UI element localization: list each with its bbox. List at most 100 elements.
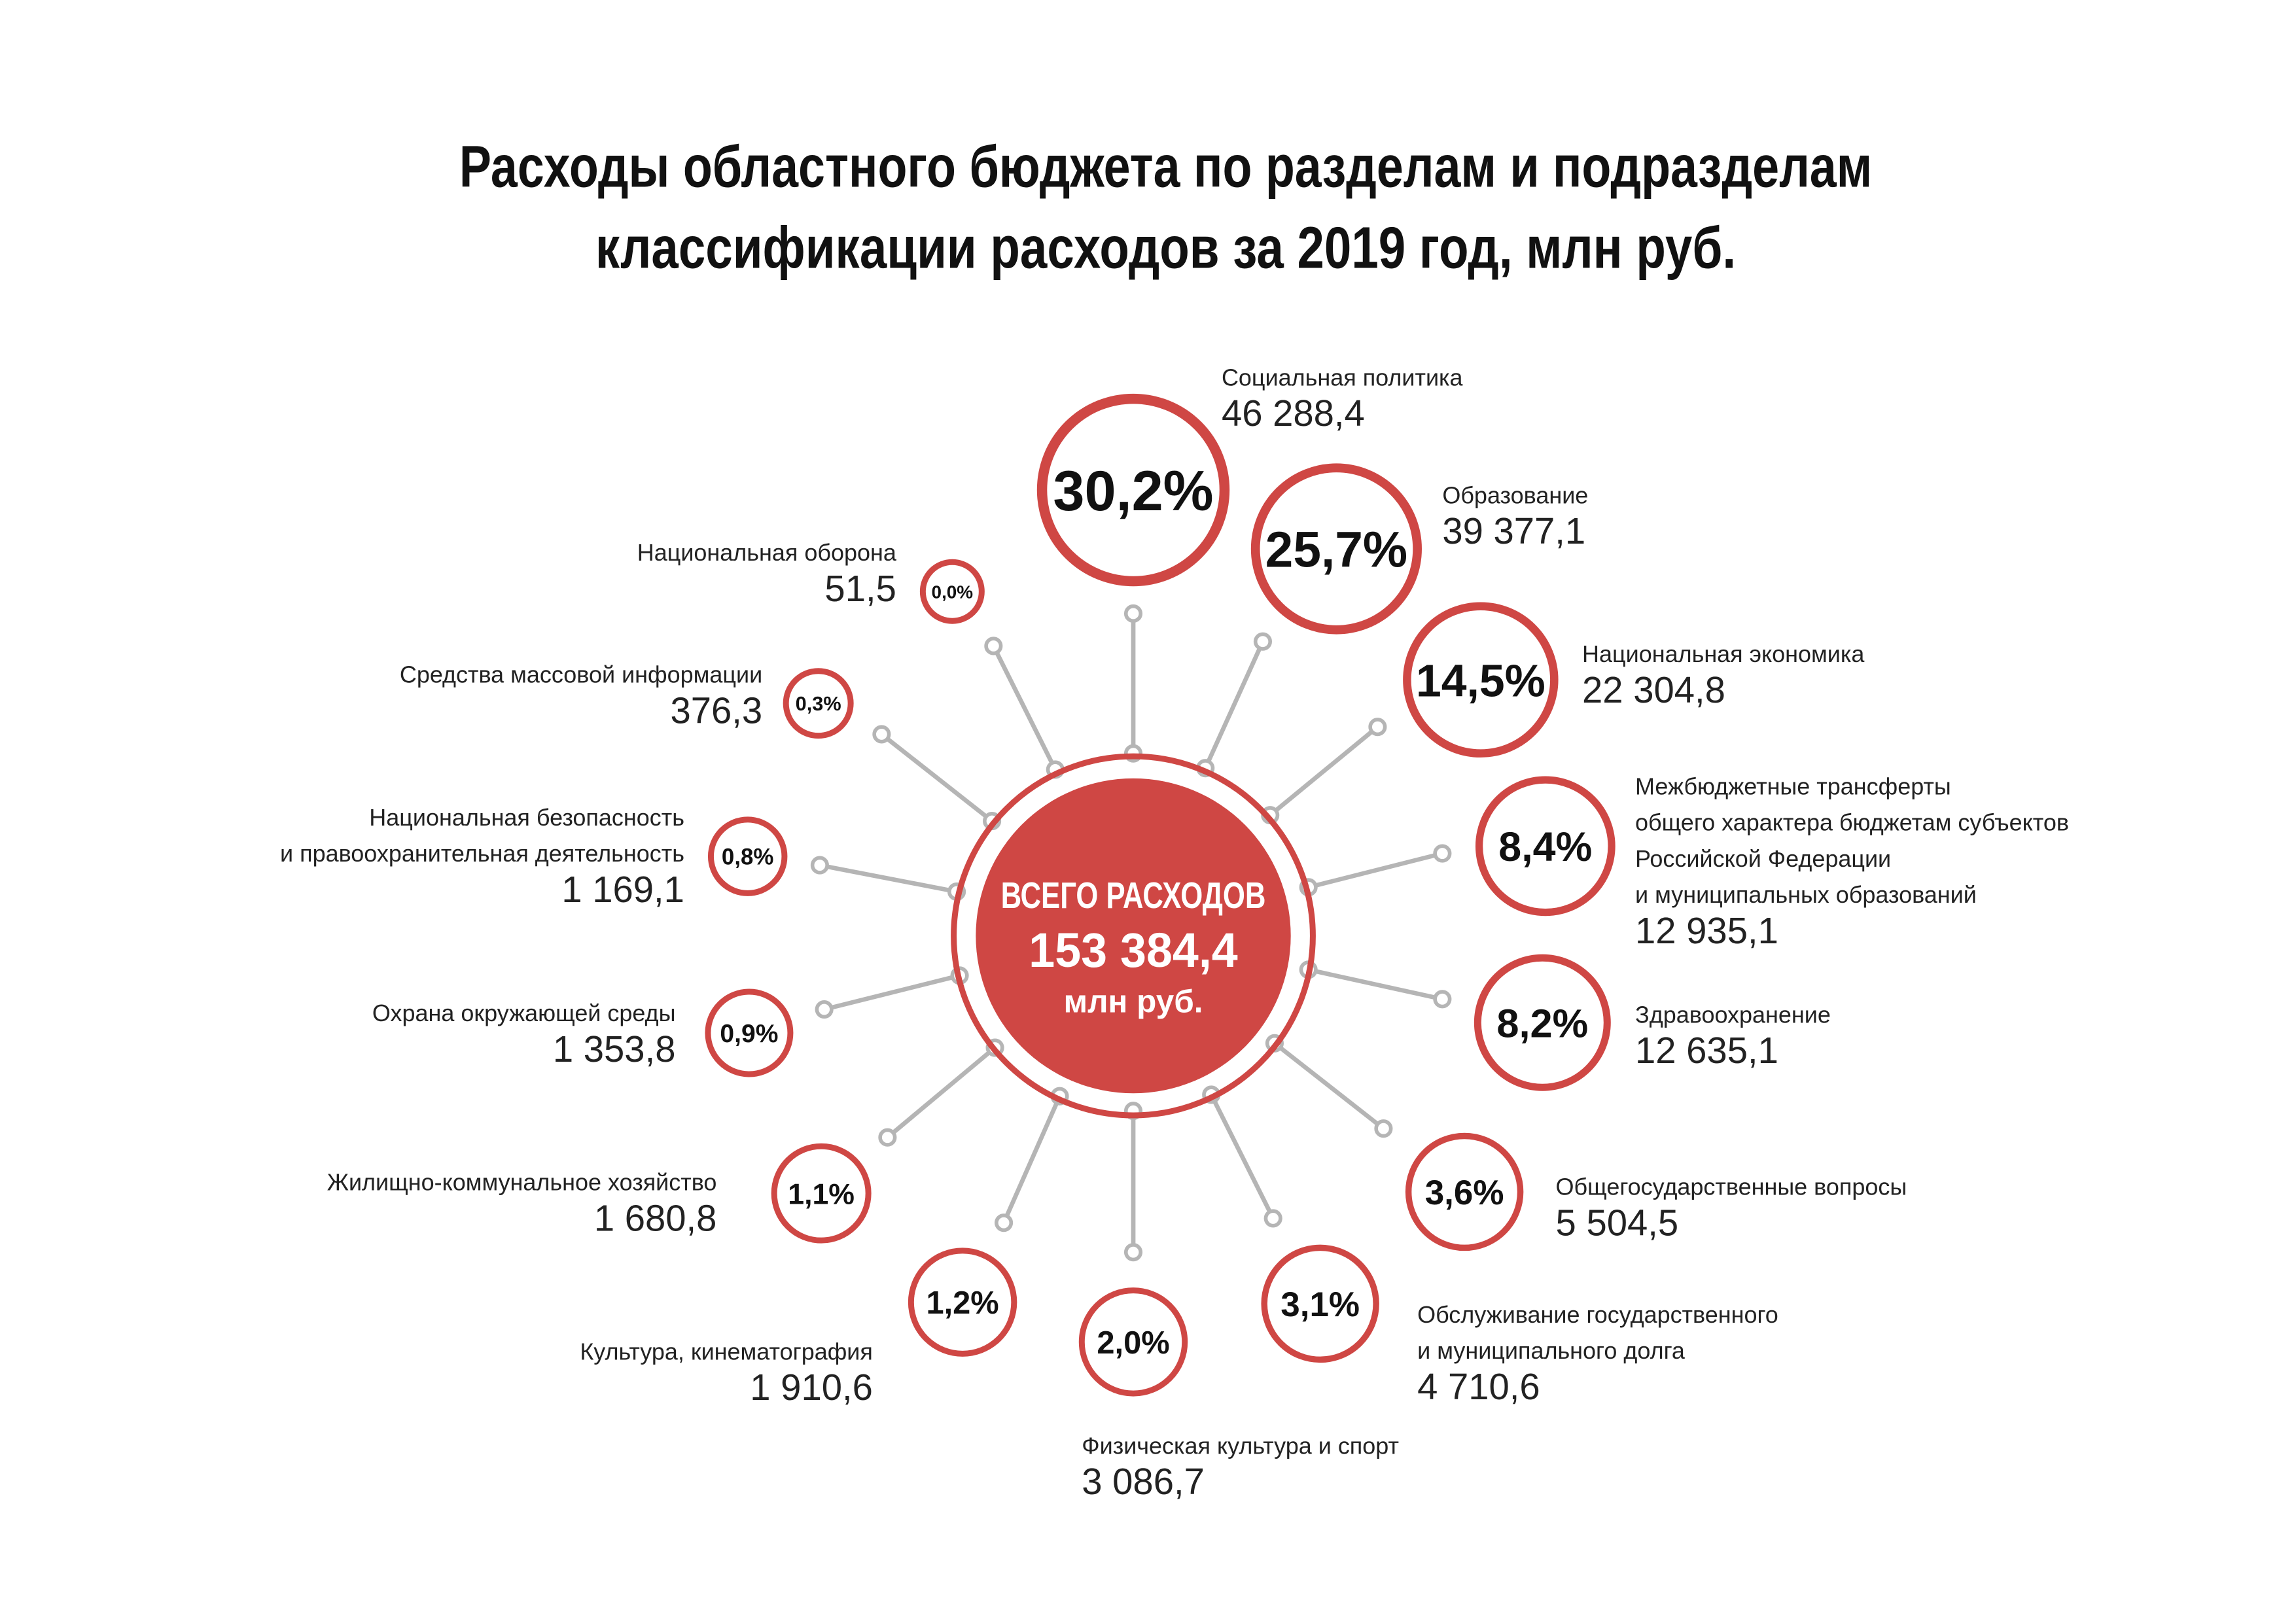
spoke-node	[810, 856, 829, 875]
spoke-node	[1123, 604, 1143, 623]
category-name: Средства массовой информации	[400, 661, 762, 688]
percent-label: 14,5%	[1416, 655, 1545, 706]
category-value: 22 304,8	[1582, 669, 1725, 710]
category-name: Межбюджетные трансферты	[1635, 773, 1951, 800]
category-name: общего характера бюджетам субъектов	[1635, 809, 2069, 836]
spoke-line	[1269, 725, 1379, 817]
spoke-node	[815, 1000, 834, 1019]
category-value: 1 680,8	[594, 1198, 717, 1239]
spoke-node	[1253, 632, 1273, 651]
percent-label: 3,6%	[1425, 1174, 1504, 1212]
category-name: и правоохранительная деятельность	[280, 840, 684, 867]
center-outer-ring	[951, 753, 1316, 1119]
spoke-node	[1374, 1119, 1393, 1138]
category-name: Социальная политика	[1222, 364, 1463, 391]
percent-circle	[1475, 776, 1616, 916]
title-line-1: Расходы областного бюджета по разделам и…	[459, 135, 1872, 200]
spoke-line	[1209, 1093, 1275, 1219]
category-name: и муниципальных образований	[1635, 881, 1977, 908]
spoke-node	[1263, 1209, 1282, 1228]
category-name: Обслуживание государственного	[1417, 1301, 1778, 1328]
spoke-node	[1433, 990, 1452, 1009]
category-value: 5 504,5	[1556, 1202, 1679, 1243]
center-unit: млн руб.	[1063, 984, 1203, 1020]
percent-label: 1,2%	[926, 1285, 998, 1321]
category-value: 1 169,1	[561, 869, 684, 910]
budget-item: 3,1% Обслуживание государственного и муниц…	[1261, 1244, 1778, 1407]
spoke-line	[1001, 1095, 1062, 1224]
center-label: ВСЕГО РАСХОДОВ	[1001, 875, 1266, 916]
percent-label: 25,7%	[1265, 523, 1407, 578]
category-value: 1 910,6	[750, 1367, 873, 1408]
category-name: Общегосударственные вопросы	[1556, 1173, 1907, 1200]
percent-circle	[1078, 1287, 1188, 1397]
percent-circle	[919, 559, 985, 624]
percent-circle	[783, 668, 854, 739]
spoke-line	[991, 644, 1057, 771]
spokes	[810, 604, 1452, 1262]
spoke-node	[872, 725, 891, 744]
category-value: 12 635,1	[1635, 1030, 1778, 1071]
percent-label: 0,8%	[722, 845, 773, 870]
category-name: и муниципального долга	[1417, 1337, 1685, 1364]
budget-item: 0,8% Национальная безопасность и правоохра…	[280, 804, 788, 910]
category-name: Образование	[1442, 481, 1588, 508]
percent-circle	[1405, 1132, 1524, 1251]
spoke-line	[886, 1045, 997, 1140]
percent-label: 2,0%	[1097, 1325, 1169, 1361]
category-name: Национальная оборона	[637, 539, 896, 566]
percent-circle	[707, 816, 788, 896]
budget-item: 8,4% Межбюджетные трансферты общего характ…	[1475, 773, 2069, 951]
spoke-line	[823, 973, 961, 1012]
spoke-line	[1307, 851, 1443, 890]
percent-circle	[771, 1143, 872, 1244]
category-value: 46 288,4	[1222, 393, 1365, 434]
category-value: 51,5	[824, 568, 896, 609]
category-value: 12 935,1	[1635, 910, 1778, 951]
spoke-line	[880, 732, 994, 823]
category-name: Физическая культура и спорт	[1082, 1432, 1399, 1459]
category-name: Здравоохранение	[1635, 1001, 1831, 1028]
percent-label: 30,2%	[1053, 460, 1213, 523]
category-name: Национальная безопасность	[369, 804, 684, 831]
spoke-line	[819, 863, 957, 894]
category-value: 3 086,7	[1082, 1461, 1205, 1502]
center-total: 153 384,4	[1029, 923, 1237, 977]
category-name: Охрана окружающей среды	[372, 1000, 676, 1026]
spoke-line	[1203, 640, 1265, 769]
percent-circle	[1036, 393, 1230, 587]
category-value: 39 377,1	[1442, 510, 1585, 551]
category-name: Жилищно-коммунальное хозяйство	[327, 1169, 717, 1196]
percent-label: 8,4%	[1498, 824, 1592, 870]
category-name: Национальная экономика	[1582, 640, 1864, 667]
category-value: 4 710,6	[1417, 1366, 1540, 1407]
spoke-node	[1433, 844, 1452, 863]
percent-circle	[908, 1248, 1017, 1357]
percent-circle	[1474, 954, 1611, 1091]
percent-circle	[1261, 1244, 1379, 1363]
center-circle	[976, 778, 1291, 1094]
category-value: 1 353,8	[553, 1028, 676, 1070]
percent-label: 3,1%	[1280, 1285, 1360, 1324]
spoke-node	[984, 637, 1003, 655]
percent-circle	[705, 988, 794, 1077]
percent-circle	[1403, 602, 1559, 758]
category-name: Культура, кинематография	[580, 1338, 873, 1365]
percent-label: 0,0%	[932, 582, 974, 602]
percent-circle	[1250, 463, 1422, 635]
spoke-node	[1368, 718, 1387, 737]
category-name: Российской Федерации	[1635, 845, 1891, 872]
percent-label: 0,9%	[720, 1020, 778, 1048]
spoke-node	[1123, 1243, 1143, 1262]
percent-label: 0,3%	[796, 692, 841, 715]
